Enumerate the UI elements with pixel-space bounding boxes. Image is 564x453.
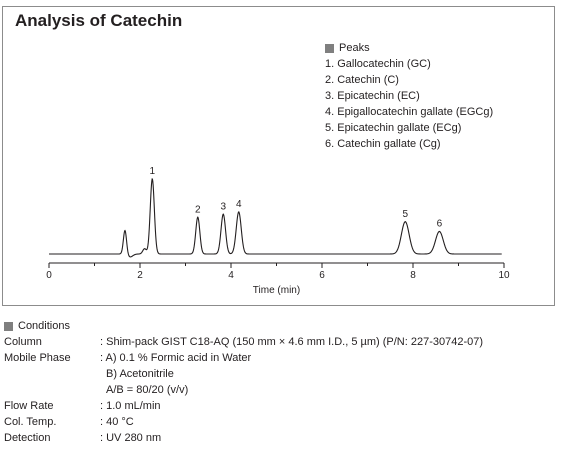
trace-group [49, 178, 502, 258]
peak-labels: 1 2 3 4 5 6 [150, 166, 443, 230]
peak-label: 1 [150, 166, 156, 177]
peaks-legend: Peaks 1. Gallocatechin (GC) 2. Catechin … [325, 40, 493, 152]
peak-apex [151, 178, 153, 180]
condition-row-mobile-phase: Mobile Phase : A) 0.1 % Formic acid in W… [4, 350, 483, 398]
condition-label: Column [4, 336, 42, 348]
condition-values: : A) 0.1 % Formic acid in Water B) Aceto… [100, 350, 251, 398]
conditions-heading: Conditions [18, 320, 70, 332]
condition-label: Col. Temp. [4, 416, 57, 428]
condition-values: : 40 °C [100, 414, 134, 430]
peak-apex [238, 211, 240, 213]
condition-value: : 40 °C [100, 416, 134, 428]
legend-item: 3. Epicatechin (EC) [325, 90, 420, 102]
peak-label: 5 [402, 209, 408, 220]
peak-label: 6 [437, 219, 443, 230]
x-tick-label: 8 [410, 270, 416, 281]
peak-apex [438, 230, 440, 233]
condition-value: : A) 0.1 % Formic acid in Water [100, 352, 252, 364]
condition-row-flow-rate: Flow Rate : 1.0 mL/min [4, 398, 483, 414]
x-axis: 0 2 4 6 8 10 [46, 262, 510, 281]
legend-item: 4. Epigallocatechin gallate (EGCg) [325, 106, 494, 118]
legend-square-icon [325, 43, 334, 53]
x-axis-title: Time (min) [253, 285, 300, 296]
condition-value: : 1.0 mL/min [100, 400, 161, 412]
condition-values: : 1.0 mL/min [100, 398, 161, 414]
x-tick-label: 2 [137, 270, 143, 281]
peak-label: 2 [195, 204, 201, 215]
condition-row-col-temp: Col. Temp. : 40 °C [4, 414, 483, 430]
condition-values: : Shim-pack GIST C18-AQ (150 mm × 4.6 mm… [100, 334, 483, 350]
condition-value: : UV 280 nm [100, 432, 162, 444]
chromatogram-plot: 0 2 4 6 8 10 12 3 456 Time (min) [46, 166, 510, 296]
conditions-section: Conditions Column : Shim-pack GIST C18-A… [4, 318, 483, 446]
peak-apex [222, 213, 224, 215]
legend-item: 1. Gallocatechin (GC) [325, 58, 431, 70]
legend-item: 6. Catechin gallate (Cg) [325, 138, 441, 150]
legend-item: 2. Catechin (C) [325, 74, 399, 86]
legend-item: 5. Epicatechin gallate (ECg) [325, 122, 462, 134]
x-tick-label: 10 [498, 270, 510, 281]
condition-value: B) Acetonitrile [106, 368, 174, 380]
condition-values: : UV 280 nm [100, 430, 161, 446]
peak-label: 3 [220, 201, 226, 212]
condition-value: : Shim-pack GIST C18-AQ (150 mm × 4.6 mm… [100, 336, 484, 348]
chart-title: Analysis of Catechin [15, 11, 183, 30]
x-tick-label: 6 [319, 270, 325, 281]
condition-row-detection: Detection : UV 280 nm [4, 430, 483, 446]
condition-label: Detection [4, 432, 51, 444]
legend-heading: Peaks [339, 42, 370, 54]
condition-value: A/B = 80/20 (v/v) [106, 384, 189, 396]
chromatogram-trace [49, 178, 502, 258]
x-tick-label: 4 [228, 270, 234, 281]
chart-frame [2, 6, 555, 306]
x-tick-label: 0 [46, 270, 52, 281]
conditions-square-icon [4, 321, 13, 331]
peak-label: 4 [236, 199, 242, 210]
legend-list: 1. Gallocatechin (GC) 2. Catechin (C) 3.… [325, 56, 493, 152]
condition-label: Flow Rate [4, 400, 54, 412]
condition-row-column: Column : Shim-pack GIST C18-AQ (150 mm ×… [4, 334, 483, 350]
legend-heading-row: Peaks [325, 40, 493, 56]
peak-apex [197, 216, 199, 218]
conditions-heading-row: Conditions [4, 318, 483, 334]
peak-apex [404, 221, 406, 223]
condition-label: Mobile Phase [4, 352, 71, 364]
